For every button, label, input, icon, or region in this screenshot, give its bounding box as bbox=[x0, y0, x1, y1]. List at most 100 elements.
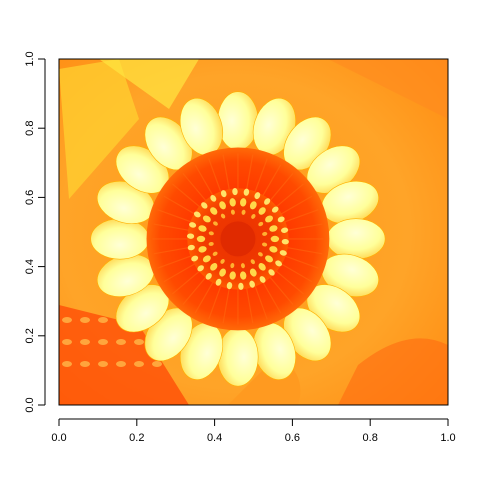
leaf-shape bbox=[59, 305, 189, 405]
floret bbox=[191, 255, 199, 262]
leaf-shape bbox=[59, 59, 139, 199]
floret bbox=[230, 262, 235, 269]
floret bbox=[240, 198, 247, 207]
floret bbox=[220, 213, 226, 219]
floret bbox=[275, 260, 282, 267]
floret bbox=[249, 201, 257, 210]
floret bbox=[241, 209, 246, 215]
floret bbox=[230, 209, 235, 215]
texture-dot bbox=[134, 361, 144, 367]
floret bbox=[220, 258, 225, 264]
floret bbox=[251, 214, 256, 219]
floret bbox=[258, 207, 266, 215]
plot-frame bbox=[58, 58, 449, 406]
floret bbox=[265, 215, 273, 223]
floret bbox=[243, 188, 250, 196]
background-details bbox=[59, 59, 448, 405]
texture-dot bbox=[80, 317, 90, 323]
leaf-shape bbox=[99, 59, 199, 109]
florets bbox=[186, 187, 289, 290]
y-tick-label: 0.4 bbox=[24, 259, 36, 274]
image-layer bbox=[59, 59, 448, 405]
floret bbox=[264, 198, 271, 205]
texture-dot bbox=[80, 339, 90, 345]
floret bbox=[201, 202, 208, 209]
floret bbox=[213, 221, 218, 226]
floret bbox=[250, 259, 255, 265]
floret bbox=[196, 235, 206, 243]
floret bbox=[202, 215, 211, 223]
floret bbox=[232, 187, 238, 196]
x-axis: 0.0 0.2 0.4 0.6 0.8 1.0 bbox=[51, 418, 456, 444]
y-tick-label: 0.8 bbox=[24, 121, 36, 136]
petal bbox=[217, 91, 259, 151]
floret bbox=[197, 265, 204, 272]
floret bbox=[259, 276, 266, 283]
petal bbox=[90, 218, 150, 260]
texture-dot bbox=[116, 339, 126, 345]
texture-dot bbox=[116, 361, 126, 367]
floret bbox=[281, 238, 289, 245]
y-tick-label: 0.6 bbox=[24, 190, 36, 205]
floret bbox=[262, 231, 268, 236]
petal bbox=[326, 218, 386, 260]
floret bbox=[238, 282, 244, 290]
floret bbox=[271, 206, 279, 213]
x-tick-label: 0.6 bbox=[285, 432, 300, 444]
floret bbox=[198, 246, 207, 253]
texture-dot bbox=[80, 361, 90, 367]
floret bbox=[269, 246, 278, 253]
texture-dot bbox=[62, 361, 72, 367]
floret bbox=[229, 198, 236, 207]
disc-core bbox=[220, 221, 256, 257]
texture-dot bbox=[62, 317, 72, 323]
floret bbox=[240, 263, 245, 269]
floret bbox=[240, 271, 247, 280]
floret bbox=[279, 250, 287, 256]
floret bbox=[210, 194, 217, 202]
petal-ring bbox=[90, 91, 386, 387]
texture-dot bbox=[98, 317, 108, 323]
floret bbox=[186, 233, 195, 239]
texture-dot bbox=[152, 361, 162, 367]
y-tick-label: 0.0 bbox=[24, 397, 36, 412]
floret bbox=[215, 278, 222, 286]
floret bbox=[202, 255, 211, 263]
floret bbox=[254, 192, 261, 200]
floret bbox=[189, 222, 197, 228]
leaf-shape bbox=[328, 59, 448, 119]
floret bbox=[210, 207, 218, 215]
floret bbox=[220, 190, 227, 198]
x-tick-label: 0.4 bbox=[207, 432, 222, 444]
floret bbox=[229, 271, 236, 280]
texture-dot bbox=[98, 339, 108, 345]
floret bbox=[269, 225, 278, 232]
floret bbox=[219, 201, 226, 210]
floret bbox=[258, 252, 263, 257]
floret bbox=[268, 269, 275, 276]
floret bbox=[219, 268, 226, 277]
floret bbox=[205, 273, 212, 280]
floret bbox=[281, 227, 289, 234]
x-tick-label: 0.2 bbox=[129, 432, 144, 444]
y-tick-label: 0.2 bbox=[24, 328, 36, 343]
texture-dot bbox=[134, 339, 144, 345]
floret bbox=[198, 225, 207, 232]
x-tick-label: 1.0 bbox=[440, 432, 455, 444]
floret bbox=[208, 231, 214, 236]
y-tick-label: 1.0 bbox=[24, 51, 36, 66]
floret bbox=[226, 282, 233, 290]
y-axis: 0.0 0.2 0.4 0.6 0.8 1.0 bbox=[24, 51, 46, 413]
floret bbox=[187, 244, 195, 251]
x-tick-label: 0.0 bbox=[51, 432, 66, 444]
floret bbox=[212, 251, 218, 256]
floret bbox=[277, 216, 285, 223]
floret bbox=[208, 241, 214, 246]
floret bbox=[270, 235, 280, 243]
texture-dot bbox=[62, 339, 72, 345]
floret bbox=[249, 280, 255, 288]
texture-dot bbox=[98, 361, 108, 367]
floret bbox=[258, 263, 266, 271]
floret bbox=[210, 263, 218, 271]
